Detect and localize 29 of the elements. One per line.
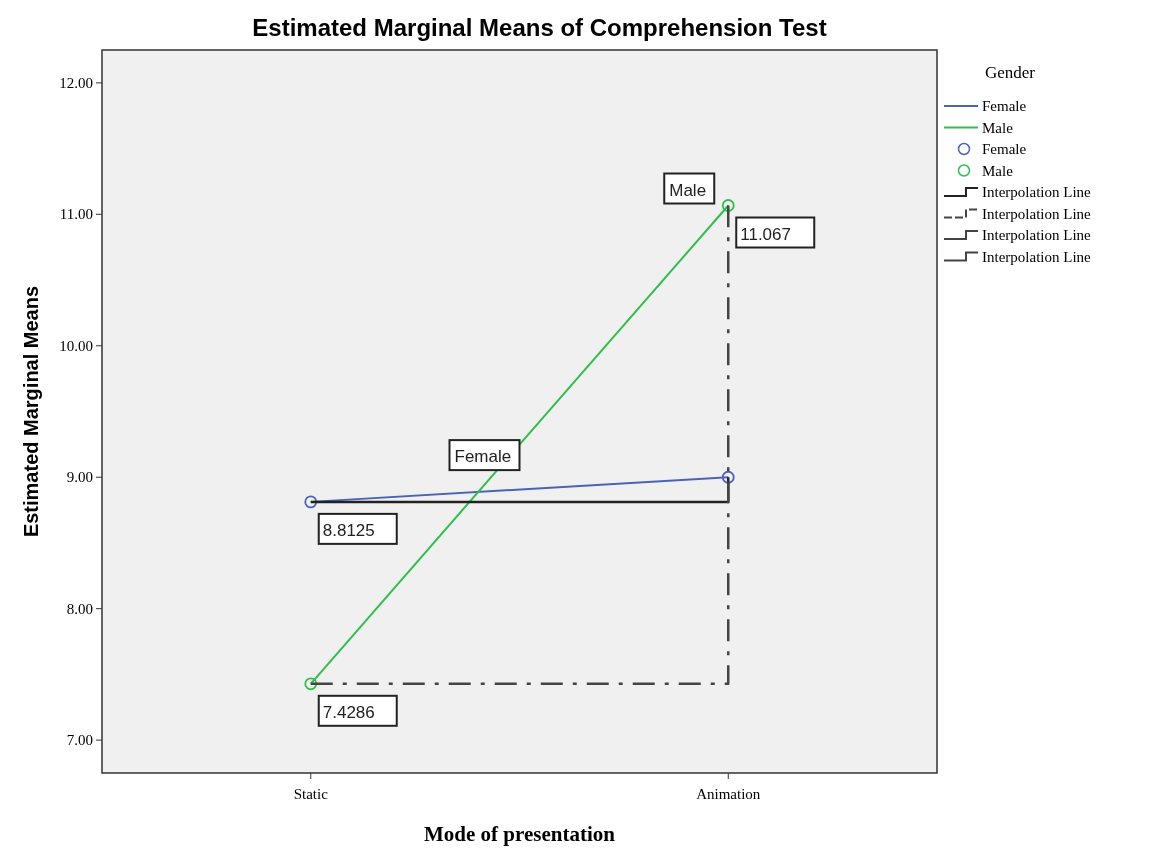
legend-label: Interpolation Line — [982, 248, 1092, 265]
chart-title: Estimated Marginal Means of Comprehension Test — [252, 14, 827, 41]
point — [721, 199, 735, 212]
legend-label: Female — [982, 98, 1027, 114]
y-tick-label: 10.00 — [59, 337, 93, 354]
y-tick-label: 11.00 — [59, 206, 93, 223]
point — [304, 677, 318, 691]
legend-title: Gender — [984, 63, 1036, 82]
x-tick-label: Animation — [696, 786, 761, 802]
y-tick-label: 8.00 — [66, 600, 93, 617]
data-label: 11.067 — [740, 224, 791, 244]
legend-label: Female — [982, 141, 1027, 157]
legend-label: Interpolation Line — [982, 205, 1092, 222]
y-tick-label: 7.00 — [66, 732, 93, 749]
point — [721, 470, 735, 484]
legend-label: Interpolation Line — [982, 227, 1092, 243]
legend-label: Male — [982, 162, 1014, 179]
x-axis-title: Mode of presentation — [424, 822, 616, 846]
x-tick-label: Static — [293, 786, 329, 802]
annotation: Male — [669, 180, 707, 200]
legend-label: Male — [982, 119, 1014, 136]
data-label: 8.8125 — [322, 520, 375, 540]
point — [304, 495, 318, 509]
y-tick-label: 12.00 — [59, 74, 93, 91]
y-tick-label: 9.00 — [66, 469, 93, 486]
legend-label: Interpolation Line — [982, 184, 1092, 200]
data-label: 7.4286 — [322, 702, 375, 722]
y-axis-title: Estimated Marginal Means — [20, 285, 42, 538]
annotation: Female — [454, 447, 512, 467]
